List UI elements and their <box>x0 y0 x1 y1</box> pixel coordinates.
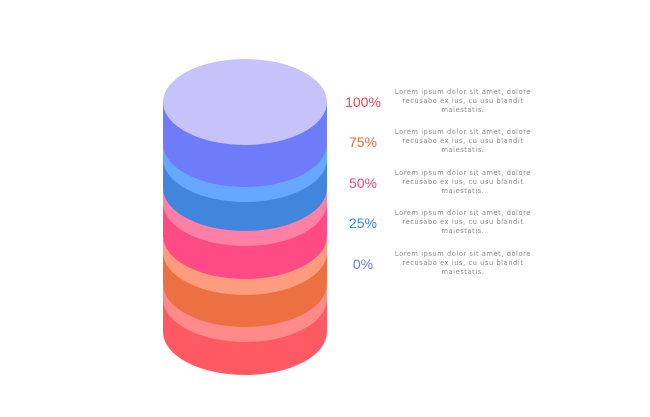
level-label: 0% <box>352 256 374 272</box>
level-label: 25% <box>348 215 378 231</box>
cylinder-layer-top <box>163 59 327 187</box>
level-row-50: 50% Lorem ipsum dolor sit amet, dolore r… <box>344 169 544 203</box>
level-row-25: 25% Lorem ipsum dolor sit amet, dolore r… <box>344 209 544 243</box>
level-label: 50% <box>348 175 378 191</box>
cylinder-top-face <box>163 59 327 145</box>
level-row-0: 0% Lorem ipsum dolor sit amet, dolore re… <box>344 250 544 284</box>
level-description: Lorem ipsum dolor sit amet, dolore recus… <box>394 250 532 276</box>
level-label: 75% <box>348 134 378 150</box>
level-description: Lorem ipsum dolor sit amet, dolore recus… <box>394 169 532 195</box>
level-description: Lorem ipsum dolor sit amet, dolore recus… <box>394 128 532 154</box>
level-row-100: 100% Lorem ipsum dolor sit amet, dolore … <box>344 88 544 122</box>
level-description: Lorem ipsum dolor sit amet, dolore recus… <box>394 209 532 235</box>
level-label: 100% <box>345 94 381 110</box>
level-description: Lorem ipsum dolor sit amet, dolore recus… <box>394 88 532 114</box>
level-row-75: 75% Lorem ipsum dolor sit amet, dolore r… <box>344 128 544 162</box>
